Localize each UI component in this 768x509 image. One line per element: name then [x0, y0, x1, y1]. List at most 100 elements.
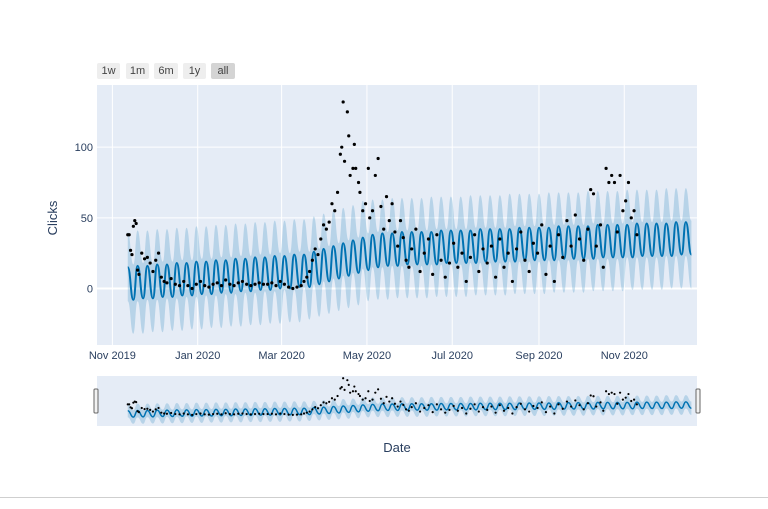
actual-point [621, 209, 625, 213]
actual-point [368, 216, 372, 220]
actual-point [423, 406, 426, 410]
actual-point [599, 401, 602, 404]
actual-point [393, 230, 397, 234]
actual-point [266, 412, 269, 416]
actual-point [557, 403, 560, 406]
actual-point [632, 209, 636, 213]
actual-point [556, 233, 561, 237]
actual-point [498, 404, 501, 407]
actual-point [159, 275, 163, 279]
actual-point [486, 408, 489, 411]
x-tick-label: Mar 2020 [258, 350, 304, 362]
actual-point [393, 402, 397, 405]
actual-point [371, 398, 374, 401]
actual-point [333, 398, 336, 401]
x-axis-ticks: Nov 2019 Jan 2020 Mar 2020 May 2020 Jul 2020… [89, 350, 648, 362]
actual-point [127, 233, 131, 237]
actual-point [135, 268, 140, 272]
actual-point [407, 265, 411, 269]
actual-point [358, 190, 362, 194]
actual-point [258, 412, 261, 415]
actual-point [354, 166, 358, 170]
actual-point [145, 255, 149, 259]
range-button-6m[interactable]: 6m [154, 63, 178, 79]
actual-point [342, 377, 345, 380]
actual-point [435, 403, 438, 406]
actual-point [340, 145, 344, 149]
range-button-1m[interactable]: 1m [126, 63, 149, 79]
actual-point [291, 413, 294, 416]
range-button-1w[interactable]: 1w [97, 63, 120, 79]
actual-point [443, 275, 447, 279]
actual-point [319, 237, 323, 241]
actual-point [270, 281, 274, 285]
actual-point [249, 413, 252, 416]
actual-point [170, 411, 173, 415]
actual-point [382, 402, 385, 405]
actual-point [612, 180, 617, 185]
actual-point [177, 284, 182, 288]
actual-point [151, 269, 155, 274]
actual-point [299, 284, 303, 288]
range-slider[interactable] [93, 376, 701, 426]
actual-point [194, 282, 198, 286]
actual-point [507, 406, 510, 410]
actual-point [245, 412, 248, 416]
actual-point [186, 413, 190, 416]
actual-point [339, 387, 342, 390]
actual-point [582, 258, 586, 262]
actual-point [465, 412, 468, 415]
actual-point [604, 166, 608, 170]
actual-point [376, 156, 380, 161]
actual-point [282, 282, 287, 286]
actual-point [347, 134, 351, 138]
actual-point [349, 391, 352, 394]
actual-point [621, 398, 624, 401]
range-button-1y[interactable]: 1y [183, 63, 206, 79]
actual-point [610, 173, 614, 178]
actual-point [418, 410, 422, 413]
actual-point [324, 227, 328, 231]
range-slider-handle-left[interactable] [93, 388, 99, 414]
actual-point [469, 407, 472, 410]
actual-point [232, 284, 236, 288]
actual-point [532, 404, 535, 408]
actual-point [266, 282, 270, 286]
actual-point [199, 412, 202, 415]
actual-point [494, 275, 498, 279]
actual-point [414, 227, 418, 231]
actual-point [173, 282, 177, 286]
actual-point [379, 204, 383, 209]
actual-point [353, 385, 356, 388]
divider [0, 497, 768, 498]
actual-point [452, 404, 455, 408]
actual-point [278, 279, 282, 284]
range-slider-handle-right[interactable] [695, 388, 701, 414]
actual-point [279, 412, 282, 415]
actual-point [510, 279, 514, 284]
actual-point [498, 237, 502, 241]
actual-point [291, 286, 295, 291]
actual-point [134, 221, 138, 226]
actual-point [535, 251, 540, 255]
x-tick-label: Nov 2020 [601, 350, 648, 362]
actual-point [219, 284, 224, 288]
actual-point [327, 220, 331, 224]
actual-point [330, 202, 334, 206]
actual-point [540, 223, 544, 227]
actual-point [494, 411, 497, 414]
actual-point [140, 251, 144, 255]
range-button-all[interactable]: all [211, 63, 235, 79]
actual-point [341, 100, 345, 104]
actual-point [578, 404, 581, 407]
actual-point [481, 406, 485, 409]
actual-point [548, 244, 552, 248]
actual-point [340, 386, 343, 389]
actual-point [630, 399, 633, 403]
actual-point [203, 284, 207, 288]
actual-point [404, 408, 408, 411]
range-slider-background[interactable] [97, 376, 697, 426]
actual-point [473, 403, 476, 406]
actual-point [314, 406, 317, 409]
